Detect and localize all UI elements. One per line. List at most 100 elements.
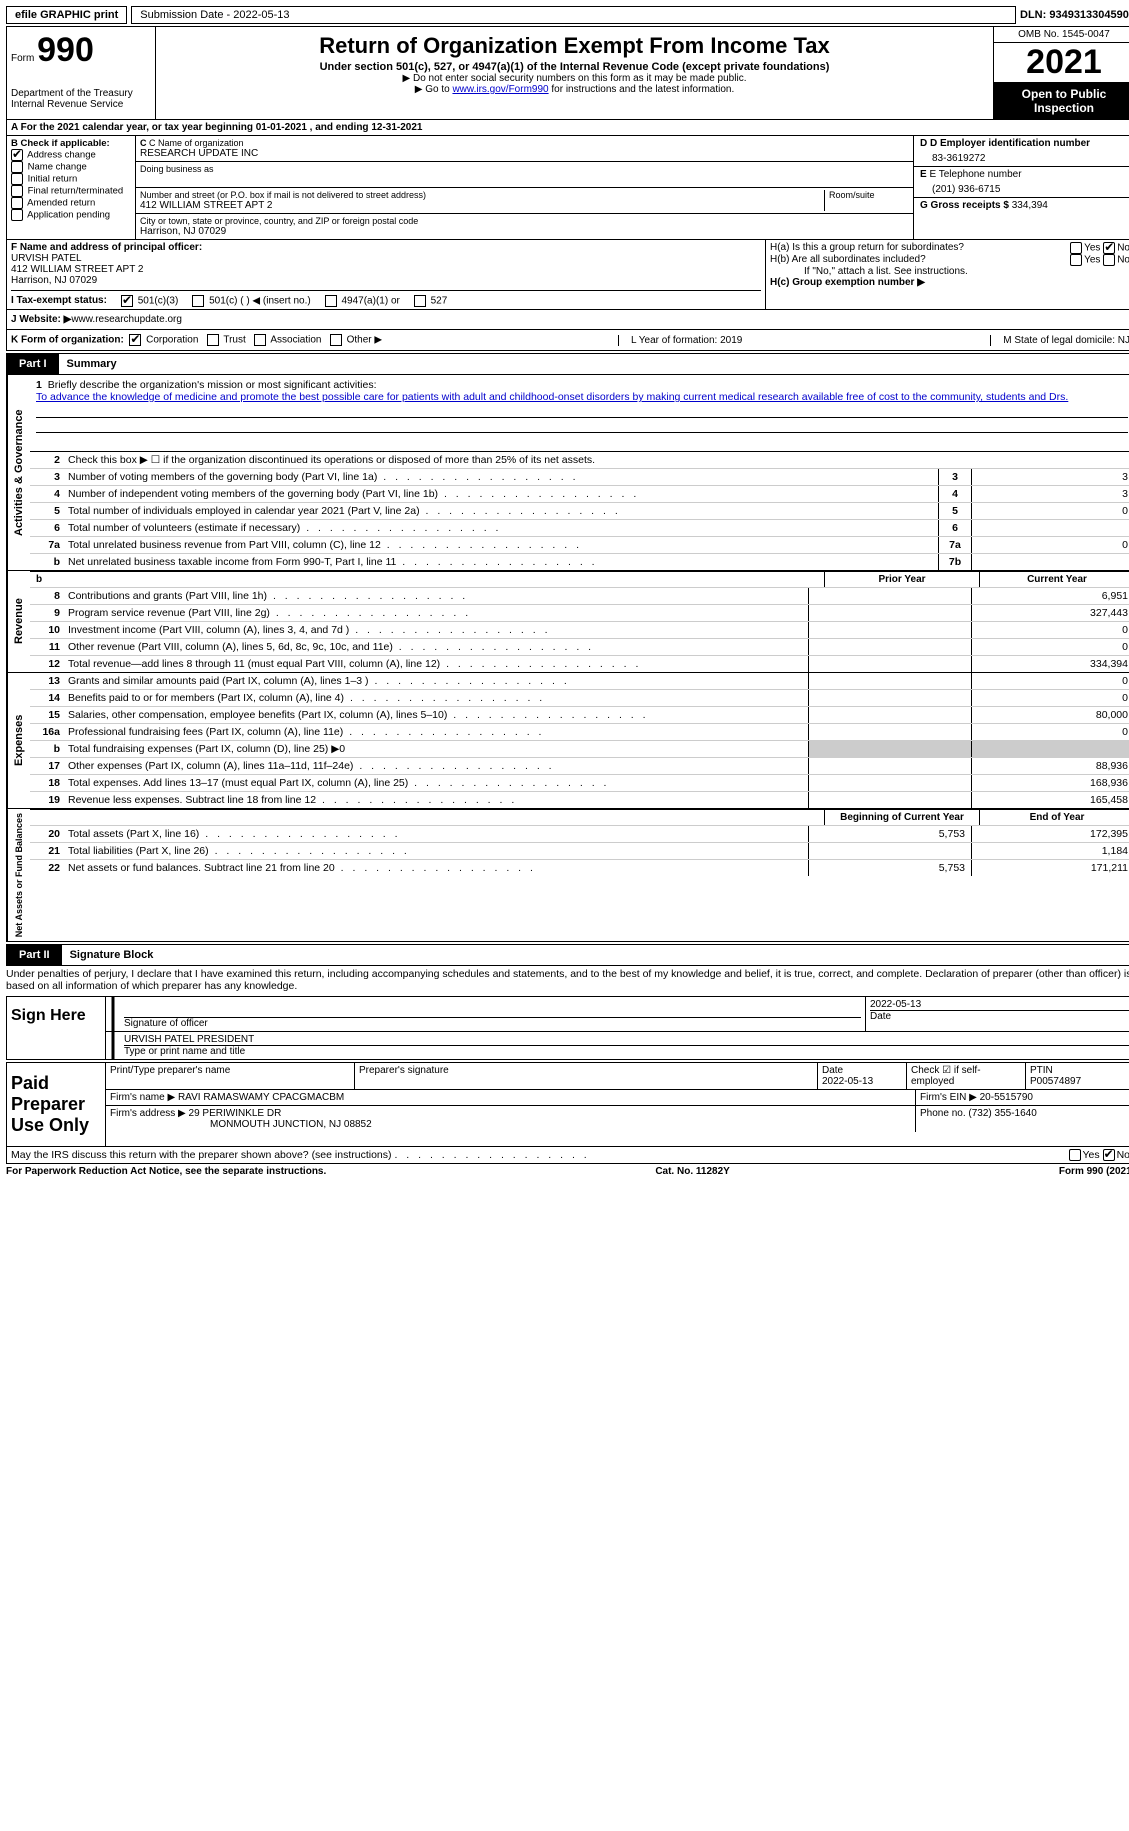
part1-header: Part I Summary bbox=[6, 353, 1129, 375]
row-i-label: I Tax-exempt status: bbox=[11, 295, 107, 307]
gov-line-7a: 7aTotal unrelated business revenue from … bbox=[30, 536, 1129, 553]
officer-addr2: Harrison, NJ 07029 bbox=[11, 275, 761, 286]
row-k: K Form of organization: Corporation Trus… bbox=[6, 330, 1129, 351]
note-1: ▶ Do not enter social security numbers o… bbox=[160, 73, 989, 84]
firm-ein-label: Firm's EIN ▶ bbox=[920, 1092, 977, 1103]
city-label: City or town, state or province, country… bbox=[140, 216, 909, 226]
prep-date: 2022-05-13 bbox=[822, 1076, 902, 1087]
row-j: J Website: ▶ www.researchupdate.org bbox=[6, 310, 1129, 330]
rev-line-8: 8Contributions and grants (Part VIII, li… bbox=[30, 587, 1129, 604]
footer-right: Form 990 (2021) bbox=[1059, 1166, 1129, 1177]
gross-value: 334,394 bbox=[1012, 200, 1048, 211]
discuss-yes[interactable] bbox=[1069, 1149, 1081, 1161]
dept-text: Department of the Treasury Internal Reve… bbox=[11, 88, 151, 110]
org-name-label: C C Name of organization bbox=[140, 138, 909, 148]
ha-label: H(a) Is this a group return for subordin… bbox=[770, 242, 964, 254]
paid-preparer-block: Paid Preparer Use Only Print/Type prepar… bbox=[6, 1062, 1129, 1147]
room-label: Room/suite bbox=[829, 190, 909, 200]
gov-line-6: 6Total number of volunteers (estimate if… bbox=[30, 519, 1129, 536]
sig-name: URVISH PATEL PRESIDENT bbox=[124, 1034, 1129, 1045]
rev-col-headers: b Prior Year Current Year bbox=[30, 571, 1129, 587]
ha-yes[interactable] bbox=[1070, 242, 1082, 254]
part2-tab: Part II bbox=[7, 945, 62, 965]
ein-value: 83-3619272 bbox=[920, 149, 1128, 164]
colb-opt-1[interactable] bbox=[11, 161, 23, 173]
net-line-21: 21Total liabilities (Part X, line 26)1,1… bbox=[30, 842, 1129, 859]
mission-text: To advance the knowledge of medicine and… bbox=[36, 391, 1068, 403]
header-right: OMB No. 1545-0047 2021 Open to Public In… bbox=[994, 27, 1129, 119]
top-bar: efile GRAPHIC print Submission Date - 20… bbox=[6, 6, 1129, 24]
form-subtitle: Under section 501(c), 527, or 4947(a)(1)… bbox=[160, 61, 989, 73]
footer-left: For Paperwork Reduction Act Notice, see … bbox=[6, 1166, 326, 1177]
gov-line-2: 2Check this box ▶ ☐ if the organization … bbox=[30, 452, 1129, 468]
gov-line-5: 5Total number of individuals employed in… bbox=[30, 502, 1129, 519]
mission-block: 1 Briefly describe the organization's mi… bbox=[30, 375, 1129, 452]
expenses-section: Expenses 13Grants and similar amounts pa… bbox=[6, 673, 1129, 809]
firm-phone-label: Phone no. bbox=[920, 1108, 966, 1119]
gross-label: G Gross receipts $ bbox=[920, 200, 1009, 211]
gov-line-3: 3Number of voting members of the governi… bbox=[30, 468, 1129, 485]
firm-addr-label: Firm's address ▶ bbox=[110, 1108, 186, 1119]
colb-opt-4[interactable] bbox=[11, 197, 23, 209]
form-title: Return of Organization Exempt From Incom… bbox=[160, 33, 989, 59]
firm-addr1: 29 PERIWINKLE DR bbox=[189, 1108, 282, 1119]
corp-checkbox[interactable] bbox=[129, 334, 141, 346]
col-b: B Check if applicable: Address change Na… bbox=[7, 136, 136, 239]
col-f: F Name and address of principal officer:… bbox=[7, 240, 766, 309]
527-checkbox[interactable] bbox=[414, 295, 426, 307]
gov-line-4: 4Number of independent voting members of… bbox=[30, 485, 1129, 502]
colb-opt-3[interactable] bbox=[11, 185, 23, 197]
col-b-label: B Check if applicable: bbox=[11, 138, 131, 149]
colb-opt-0[interactable] bbox=[11, 149, 23, 161]
501c3-checkbox[interactable] bbox=[121, 295, 133, 307]
page-footer: For Paperwork Reduction Act Notice, see … bbox=[6, 1164, 1129, 1179]
net-line-20: 20Total assets (Part X, line 16)5,753172… bbox=[30, 825, 1129, 842]
officer-name: URVISH PATEL bbox=[11, 253, 761, 264]
net-col-headers: Beginning of Current Year End of Year bbox=[30, 809, 1129, 825]
addr-label: Number and street (or P.O. box if mail i… bbox=[140, 190, 820, 200]
firm-name: RAVI RAMASWAMY CPACGMACBM bbox=[178, 1092, 344, 1103]
ha-no[interactable] bbox=[1103, 242, 1115, 254]
website-value: www.researchupdate.org bbox=[71, 314, 182, 325]
assoc-checkbox[interactable] bbox=[254, 334, 266, 346]
form-label: Form bbox=[11, 53, 34, 64]
hb-label: H(b) Are all subordinates included? bbox=[770, 254, 926, 266]
hb-yes[interactable] bbox=[1070, 254, 1082, 266]
paid-label: Paid Preparer Use Only bbox=[7, 1063, 106, 1146]
net-side-label: Net Assets or Fund Balances bbox=[7, 809, 30, 941]
other-checkbox[interactable] bbox=[330, 334, 342, 346]
exp-line-17: 17Other expenses (Part IX, column (A), l… bbox=[30, 757, 1129, 774]
hb-no[interactable] bbox=[1103, 254, 1115, 266]
col-c: C C Name of organization RESEARCH UPDATE… bbox=[136, 136, 914, 239]
header-center: Return of Organization Exempt From Incom… bbox=[156, 27, 994, 119]
part1-tab: Part I bbox=[7, 354, 59, 374]
discuss-no[interactable] bbox=[1103, 1149, 1115, 1161]
section-bcd: B Check if applicable: Address change Na… bbox=[6, 136, 1129, 240]
ptin-label: PTIN bbox=[1030, 1065, 1129, 1076]
firm-ein: 20-5515790 bbox=[980, 1092, 1033, 1103]
org-name: RESEARCH UPDATE INC bbox=[140, 148, 909, 159]
colb-opt-5[interactable] bbox=[11, 209, 23, 221]
governance-section: Activities & Governance 1 Briefly descri… bbox=[6, 375, 1129, 571]
state-domicile: M State of legal domicile: NJ bbox=[990, 335, 1129, 346]
irs-link[interactable]: www.irs.gov/Form990 bbox=[452, 84, 548, 95]
4947-checkbox[interactable] bbox=[325, 295, 337, 307]
colb-opt-2[interactable] bbox=[11, 173, 23, 185]
may-discuss-row: May the IRS discuss this return with the… bbox=[6, 1147, 1129, 1164]
exp-line-19: 19Revenue less expenses. Subtract line 1… bbox=[30, 791, 1129, 808]
row-a: A For the 2021 calendar year, or tax yea… bbox=[6, 120, 1129, 136]
501c-checkbox[interactable] bbox=[192, 295, 204, 307]
part2-header: Part II Signature Block bbox=[6, 944, 1129, 966]
firm-name-label: Firm's name ▶ bbox=[110, 1092, 175, 1103]
rev-line-9: 9Program service revenue (Part VIII, lin… bbox=[30, 604, 1129, 621]
sig-date-label: Date bbox=[870, 1010, 1129, 1022]
net-line-22: 22Net assets or fund balances. Subtract … bbox=[30, 859, 1129, 876]
sign-here-label: Sign Here bbox=[7, 997, 106, 1059]
gov-side-label: Activities & Governance bbox=[7, 375, 30, 570]
exp-line-13: 13Grants and similar amounts paid (Part … bbox=[30, 673, 1129, 689]
rev-side-label: Revenue bbox=[7, 571, 30, 672]
signature-declaration: Under penalties of perjury, I declare th… bbox=[6, 966, 1129, 994]
efile-button[interactable]: efile GRAPHIC print bbox=[6, 6, 127, 24]
trust-checkbox[interactable] bbox=[207, 334, 219, 346]
section-fh: F Name and address of principal officer:… bbox=[6, 240, 1129, 310]
